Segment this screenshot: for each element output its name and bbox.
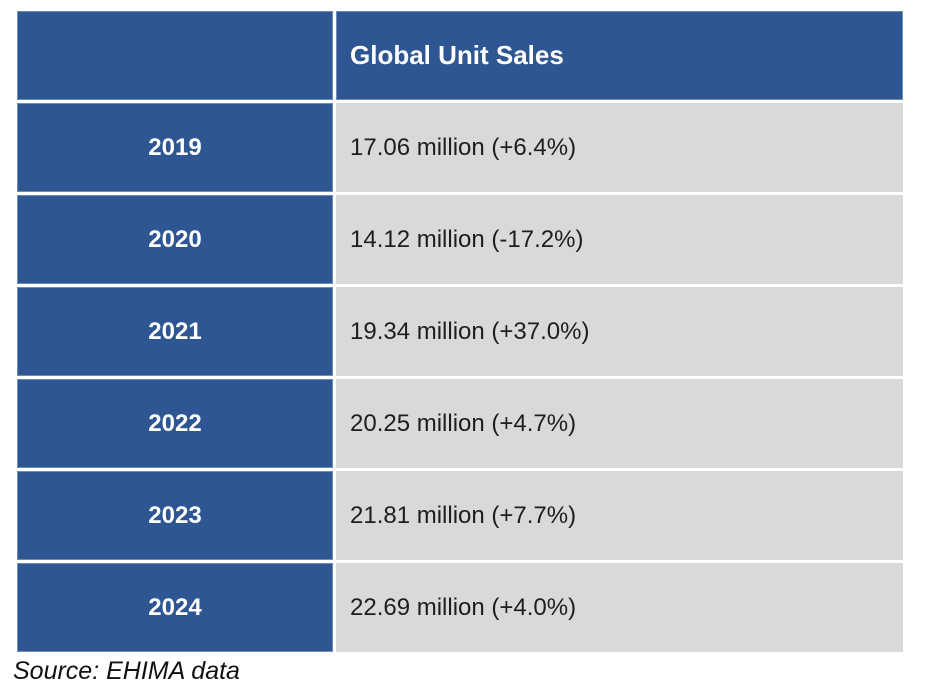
value-2022: 20.25 million (+4.7%) (336, 379, 903, 468)
row-header-2022: 2022 (17, 379, 333, 468)
row-header-2020: 2020 (17, 195, 333, 284)
row-header-2024: 2024 (17, 563, 333, 652)
row-header-2021: 2021 (17, 287, 333, 376)
value-2019: 17.06 million (+6.4%) (336, 103, 903, 192)
table-corner-cell (17, 11, 333, 100)
value-2021: 19.34 million (+37.0%) (336, 287, 903, 376)
sales-table-figure: Global Unit Sales 2019 17.06 million (+6… (13, 11, 903, 686)
value-2020: 14.12 million (-17.2%) (336, 195, 903, 284)
value-2023: 21.81 million (+7.7%) (336, 471, 903, 560)
column-header-global-unit-sales: Global Unit Sales (336, 11, 903, 100)
row-header-2019: 2019 (17, 103, 333, 192)
value-2024: 22.69 million (+4.0%) (336, 563, 903, 652)
row-header-2023: 2023 (17, 471, 333, 560)
global-unit-sales-table: Global Unit Sales 2019 17.06 million (+6… (17, 11, 903, 652)
source-note: Source: EHIMA data (13, 657, 240, 685)
